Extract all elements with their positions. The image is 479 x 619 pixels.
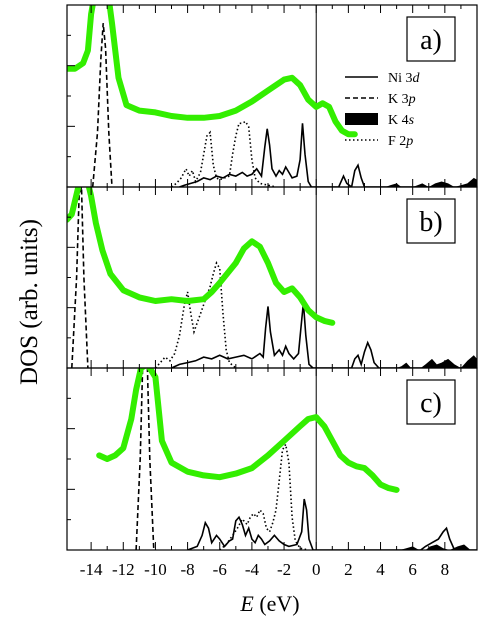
series-f2p-line	[154, 261, 237, 368]
legend-label-k4s: K 4s	[388, 113, 415, 128]
legend-label-prefix: K 4	[388, 113, 409, 128]
series-exp-line	[67, 187, 336, 326]
legend-swatch-k4s	[345, 113, 378, 125]
panel-label-box	[406, 198, 456, 244]
series-k3p-line	[71, 187, 89, 368]
x-axis-label: E (eV)	[239, 591, 299, 616]
x-tick-label: -14	[80, 560, 103, 579]
x-tick-label: -6	[213, 560, 227, 579]
legend-label-prefix: K 3	[388, 92, 409, 107]
panels-group: a) b) c)	[66, 4, 478, 551]
series-k4s-fill	[385, 177, 477, 187]
series-exp-line	[67, 5, 358, 138]
x-tick-label: -12	[112, 560, 135, 579]
legend-label-orbital: p	[408, 92, 416, 107]
legend-label-ni3d: Ni 3d	[388, 71, 421, 86]
panel-label: b)	[419, 207, 442, 238]
series-k4s-fill	[399, 544, 477, 550]
x-tick-label: 0	[312, 560, 321, 579]
series-k3p-line	[91, 23, 113, 187]
series-exp-line	[96, 368, 400, 493]
panel-plot-area	[96, 368, 477, 550]
x-tick-label: 6	[408, 560, 417, 579]
legend-label-orbital: p	[405, 134, 413, 149]
x-tick-label: 4	[376, 560, 385, 579]
legend-label-orbital: d	[413, 71, 421, 86]
x-axis-label-unit: (eV)	[254, 591, 300, 616]
panel-label-box	[406, 16, 456, 62]
x-tick-label: -10	[144, 560, 167, 579]
x-tick-label: -2	[277, 560, 291, 579]
panel-label-box	[406, 379, 456, 425]
panel-plot-area	[67, 5, 477, 187]
legend-label-f2p: F 2p	[388, 134, 413, 149]
panel-label: a)	[420, 25, 442, 56]
legend-label-k3p: K 3p	[388, 92, 416, 107]
legend-label-prefix: F 2	[388, 134, 406, 149]
series-ni3d-line	[179, 123, 477, 187]
series-ni3d-line	[171, 302, 477, 368]
x-tick-label: 8	[441, 560, 450, 579]
x-axis-group: -14 -12 -10 -8 -6 -4 -2 0 2 4 6 8	[80, 560, 449, 579]
panel-2: b)	[66, 186, 478, 369]
x-tick-label: -4	[245, 560, 260, 579]
x-axis-label-symbol: E	[239, 591, 254, 616]
series-k4s-fill	[396, 355, 477, 368]
series-k3p-line	[135, 368, 155, 550]
panel-label: c)	[420, 388, 442, 419]
panel-3: c)	[66, 367, 478, 551]
x-tick-label: 2	[344, 560, 353, 579]
panel-plot-area	[67, 187, 477, 368]
legend-label-prefix: Ni 3	[388, 71, 413, 86]
x-tick-label: -8	[181, 560, 195, 579]
y-axis-label: DOS (arb. units)	[16, 219, 43, 385]
series-ni3d-line	[187, 498, 477, 550]
legend: Ni 3dK 3pK 4sF 2p	[345, 71, 421, 149]
legend-label-orbital: s	[409, 113, 415, 128]
